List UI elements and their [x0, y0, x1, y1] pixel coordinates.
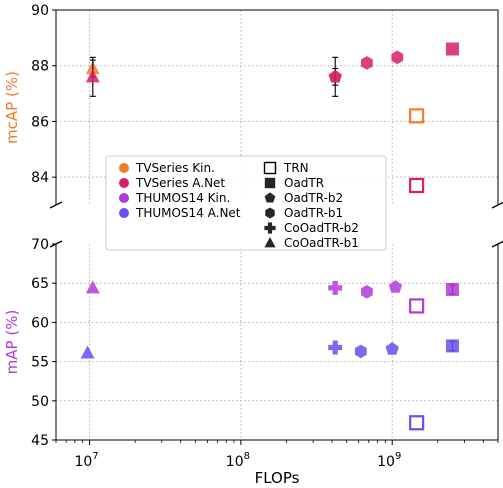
- data-point-hexagon: [391, 50, 404, 65]
- y-tick-label: 84: [31, 170, 49, 186]
- data-point-pentagon: [328, 69, 342, 83]
- legend-label: THUMOS14 Kin.: [135, 191, 230, 205]
- data-point-hexagon: [360, 56, 373, 70]
- legend-color-dot: [119, 208, 129, 218]
- axis-break-marks: [49, 201, 503, 248]
- data-point-square: [445, 42, 459, 56]
- data-point-pentagon: [385, 342, 399, 355]
- legend-color-dot: [119, 193, 129, 203]
- y-tick-label: 90: [31, 3, 49, 19]
- y-axis-label-top: mcAP (%): [3, 71, 21, 144]
- y-tick-label: 60: [31, 315, 49, 331]
- legend-label: TVSeries A.Net: [135, 176, 225, 190]
- x-tick-label: 107: [74, 451, 98, 470]
- x-axis: 107 108 109: [55, 440, 499, 470]
- legend-label: TRN: [283, 161, 309, 175]
- legend-marker-triangle: [264, 237, 276, 248]
- y-tick-label: 86: [31, 114, 49, 130]
- y-tick-label: 70: [31, 237, 49, 253]
- y-axis-label-bottom: mAP (%): [3, 310, 21, 375]
- break-mark: [49, 240, 63, 248]
- legend-label: OadTR: [284, 176, 324, 190]
- data-point-hollow-square: [409, 108, 425, 124]
- y-tick-label: 88: [31, 59, 49, 75]
- legend-marker-hexagon: [265, 207, 275, 219]
- legend-label: TVSeries Kin.: [135, 161, 215, 175]
- break-mark: [491, 201, 503, 209]
- x-tick-label: 108: [226, 451, 250, 470]
- legend-marker-hollow-square: [263, 161, 277, 175]
- legend-label: OadTR-b2: [284, 191, 343, 205]
- y-tick-label: 50: [31, 394, 49, 410]
- data-point-square: [445, 339, 459, 353]
- data-point-hollow-square: [409, 177, 425, 194]
- legend-label: OadTR-b1: [284, 206, 343, 220]
- data-point-hexagon: [354, 344, 367, 359]
- legend-marker-plus: [264, 222, 276, 234]
- data-point-plus: [328, 340, 343, 355]
- data-point-hexagon: [360, 285, 373, 299]
- legend-marker-square: [264, 177, 276, 189]
- data-point-hollow-square: [409, 415, 425, 431]
- legend-label: CoOadTR-b1: [284, 236, 359, 250]
- data-point-triangle: [85, 69, 100, 83]
- data-point-pentagon: [388, 280, 403, 293]
- x-tick-label: 109: [377, 451, 401, 470]
- y-tick-label: 65: [31, 276, 49, 292]
- legend-color-dot: [119, 163, 129, 173]
- data-point-square: [445, 282, 459, 296]
- data-point-plus: [328, 280, 343, 295]
- y-tick-label: 45: [31, 433, 49, 449]
- data-point-hollow-square: [409, 298, 425, 314]
- legend-marker-pentagon: [264, 192, 276, 203]
- legend-label: THUMOS14 A.Net: [135, 206, 241, 220]
- top-panel: 84 86 88 90: [31, 3, 499, 205]
- break-mark: [49, 201, 63, 209]
- bottom-panel: 45 50 55 60 65 70: [31, 237, 499, 449]
- legend-color-dot: [119, 178, 129, 188]
- y-tick-label: 55: [31, 355, 49, 371]
- legend-label: CoOadTR-b2: [284, 221, 359, 235]
- data-point-triangle: [85, 280, 100, 294]
- x-axis-label: FLOPs: [255, 469, 300, 487]
- legend-frame: [105, 155, 387, 251]
- data-point-triangle: [80, 345, 95, 359]
- break-mark: [491, 240, 503, 248]
